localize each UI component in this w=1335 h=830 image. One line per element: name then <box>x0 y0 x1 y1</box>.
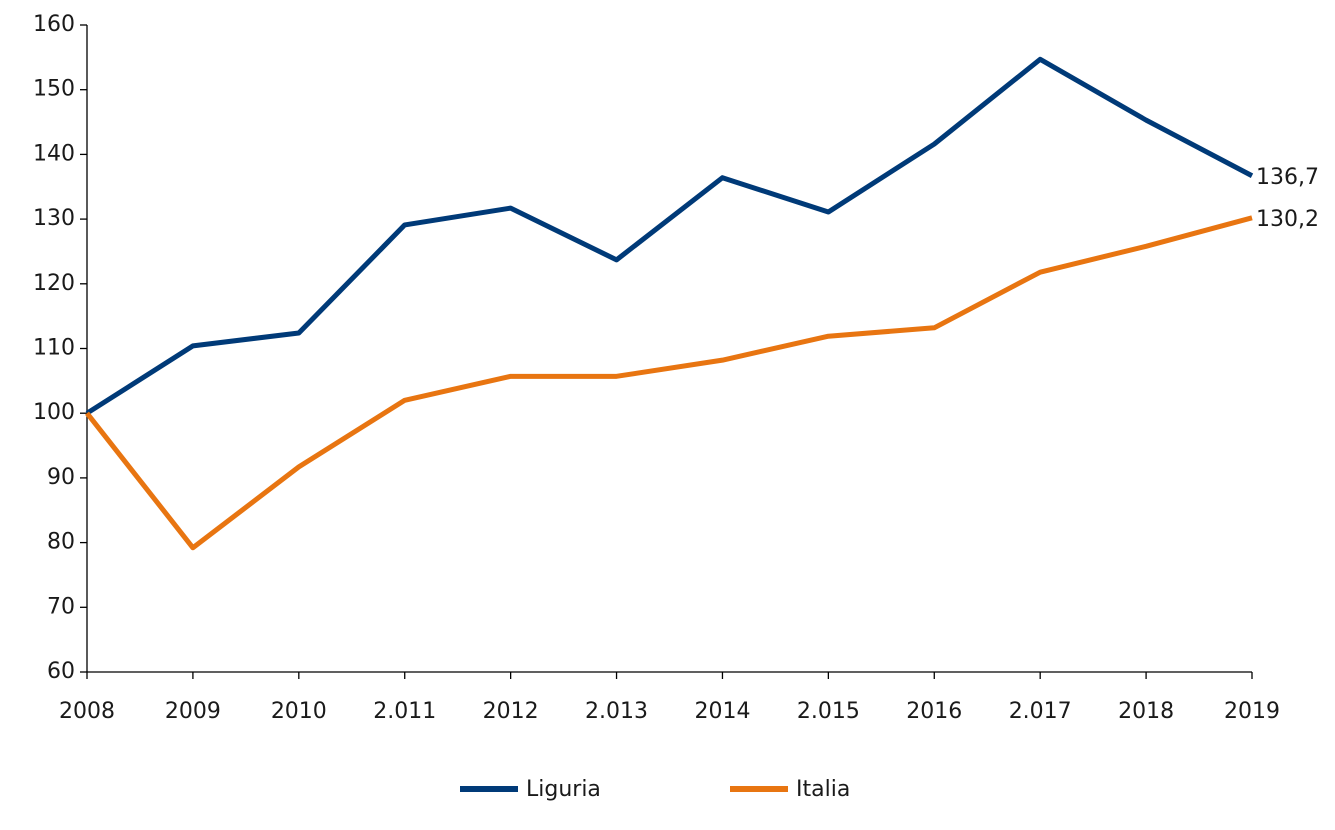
y-tick-label: 130 <box>33 206 75 231</box>
y-tick-label: 60 <box>47 659 75 684</box>
y-tick-label: 110 <box>33 336 75 361</box>
legend-label: Liguria <box>526 777 601 802</box>
x-tick-label: 2018 <box>1118 699 1174 724</box>
y-tick-label: 160 <box>33 12 75 37</box>
x-tick-label: 2.015 <box>797 699 860 724</box>
x-tick-label: 2010 <box>271 699 327 724</box>
y-tick-label: 90 <box>47 465 75 490</box>
x-tick-label: 2.011 <box>373 699 436 724</box>
data-label: 136,7 <box>1256 165 1319 190</box>
y-tick-label: 120 <box>33 271 75 296</box>
x-tick-label: 2019 <box>1224 699 1280 724</box>
data-label: 130,2 <box>1256 207 1319 232</box>
x-tick-label: 2012 <box>483 699 539 724</box>
x-tick-label: 2.017 <box>1009 699 1072 724</box>
x-tick-label: 2008 <box>59 699 115 724</box>
y-tick-label: 150 <box>33 77 75 102</box>
x-tick-label: 2009 <box>165 699 221 724</box>
legend-label: Italia <box>796 777 850 802</box>
x-tick-label: 2014 <box>694 699 750 724</box>
y-tick-label: 80 <box>47 530 75 555</box>
y-tick-label: 140 <box>33 141 75 166</box>
series-line <box>85 215 1253 551</box>
x-tick-label: 2016 <box>906 699 962 724</box>
y-tick-label: 100 <box>33 400 75 425</box>
series-line <box>85 56 1254 416</box>
x-tick-label: 2.013 <box>585 699 648 724</box>
y-tick-label: 70 <box>47 594 75 619</box>
